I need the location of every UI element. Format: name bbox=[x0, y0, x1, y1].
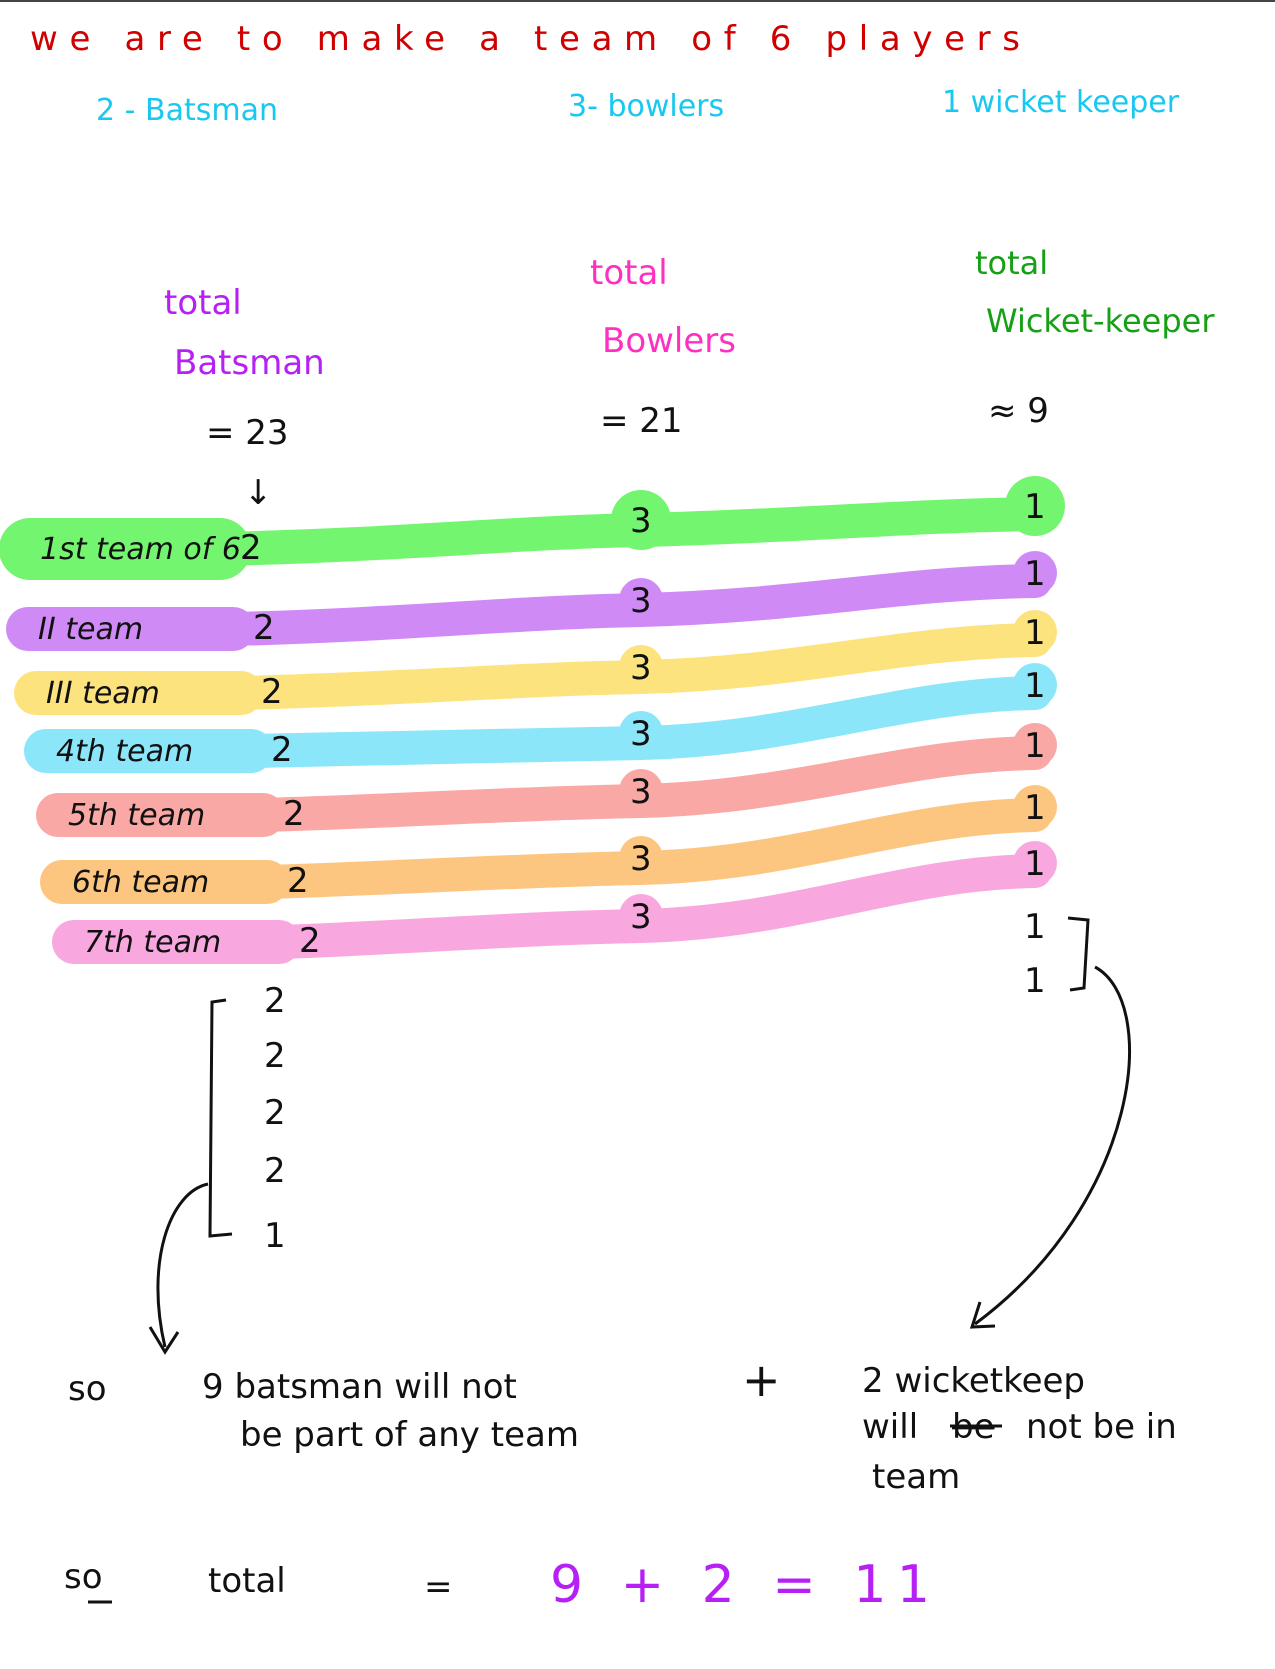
heading: we are to make a team of 6 players bbox=[30, 19, 1020, 59]
batsman-bracket bbox=[208, 998, 233, 1238]
team-bowler-count: 3 bbox=[630, 772, 652, 812]
conclusion-batsman-line2: be part of any team bbox=[240, 1415, 579, 1455]
total-batsman-label-2: Batsman bbox=[174, 343, 325, 383]
keeper-dot bbox=[1005, 476, 1065, 536]
total-bowlers-value: = 21 bbox=[600, 401, 683, 441]
team-bowler-count: 3 bbox=[630, 897, 652, 937]
final-so: so bbox=[64, 1557, 103, 1597]
team-keeper-count: 1 bbox=[1024, 788, 1046, 828]
bowler-dot bbox=[619, 711, 663, 755]
leftover-batsman: 2 bbox=[264, 1151, 286, 1191]
total-keeper-label: total bbox=[975, 244, 1048, 282]
leftover-keeper: 1 bbox=[1024, 907, 1046, 947]
team-label: 5th team bbox=[68, 798, 205, 833]
final-expression: 9 + 2 = 11 bbox=[550, 1555, 930, 1615]
leftover-batsman: 1 bbox=[264, 1216, 286, 1256]
total-batsman-value: = 23 bbox=[206, 413, 289, 453]
composition-bowlers: 3- bowlers bbox=[568, 89, 724, 124]
team-bowler-count: 3 bbox=[630, 648, 652, 688]
total-bowlers-label-2: Bowlers bbox=[602, 321, 736, 361]
team-label: 1st team of 6 bbox=[40, 532, 241, 567]
total-batsman-label: total bbox=[164, 283, 242, 323]
team-label: III team bbox=[46, 676, 160, 711]
conclusion-keeper-line2-b: not be in bbox=[1026, 1407, 1177, 1447]
keeper-dot bbox=[1013, 663, 1057, 707]
team-bowler-count: 3 bbox=[630, 839, 652, 879]
team-bowler-count: 3 bbox=[630, 714, 652, 754]
conclusion-keeper-line1: 2 wicketkeep bbox=[862, 1361, 1085, 1401]
keeper-arrow bbox=[974, 965, 1131, 1326]
keeper-dot bbox=[1013, 551, 1057, 595]
team-label: 4th team bbox=[56, 734, 193, 769]
final-equals: = bbox=[424, 1567, 453, 1607]
bowler-dot bbox=[619, 894, 663, 938]
team-batsman-count: 2 bbox=[253, 608, 275, 648]
bowler-dot bbox=[611, 490, 671, 550]
conclusion-keeper-line3: team bbox=[872, 1457, 960, 1497]
conclusion-plus: + bbox=[742, 1353, 781, 1407]
team-label: 6th team bbox=[72, 865, 209, 900]
team-keeper-count: 1 bbox=[1024, 487, 1046, 527]
team-batsman-count: 2 bbox=[240, 528, 262, 568]
team-keeper-count: 1 bbox=[1024, 844, 1046, 884]
keeper-bracket bbox=[1067, 916, 1090, 992]
batsman-arrow bbox=[156, 1182, 209, 1348]
total-bowlers-label: total bbox=[590, 253, 668, 293]
conclusion-batsman-line1: 9 batsman will not bbox=[202, 1367, 517, 1407]
team-bowler-count: 3 bbox=[630, 501, 652, 541]
final-total: total bbox=[208, 1561, 286, 1601]
team-batsman-count: 2 bbox=[261, 672, 283, 712]
team-bowler-count: 3 bbox=[630, 581, 652, 621]
bowler-dot bbox=[619, 578, 663, 622]
team-keeper-count: 1 bbox=[1024, 613, 1046, 653]
arrow-head-icon bbox=[969, 1301, 996, 1329]
team-label: 7th team bbox=[84, 925, 221, 960]
down-arrow-icon: ↓ bbox=[244, 473, 273, 513]
team-keeper-count: 1 bbox=[1024, 554, 1046, 594]
leftover-batsman: 2 bbox=[264, 1036, 286, 1076]
leftover-batsman: 2 bbox=[264, 1093, 286, 1133]
leftover-batsman: 2 bbox=[264, 981, 286, 1021]
team-keeper-count: 1 bbox=[1024, 666, 1046, 706]
composition-batsman: 2 - Batsman bbox=[96, 93, 278, 128]
keeper-dot bbox=[1013, 723, 1057, 767]
leftover-keeper: 1 bbox=[1024, 961, 1046, 1001]
keeper-dot bbox=[1013, 841, 1057, 885]
arrow-head-icon bbox=[148, 1326, 180, 1355]
keeper-dot bbox=[1013, 785, 1057, 829]
total-keeper-value: ≈ 9 bbox=[988, 391, 1049, 431]
conclusion-so: so bbox=[68, 1369, 107, 1409]
total-keeper-label-2: Wicket-keeper bbox=[986, 302, 1215, 340]
team-highlights bbox=[0, 476, 1065, 964]
team-label: II team bbox=[38, 612, 143, 647]
conclusion-keeper-line2-a: will bbox=[862, 1407, 918, 1447]
composition-keeper: 1 wicket keeper bbox=[942, 85, 1180, 120]
team-batsman-count: 2 bbox=[271, 730, 293, 770]
bowler-dot bbox=[619, 769, 663, 813]
team-batsman-count: 2 bbox=[287, 861, 309, 901]
bowler-dot bbox=[619, 836, 663, 880]
team-batsman-count: 2 bbox=[283, 794, 305, 834]
team-batsman-count: 2 bbox=[299, 921, 321, 961]
bowler-dot bbox=[619, 645, 663, 689]
team-keeper-count: 1 bbox=[1024, 726, 1046, 766]
keeper-dot bbox=[1013, 610, 1057, 654]
